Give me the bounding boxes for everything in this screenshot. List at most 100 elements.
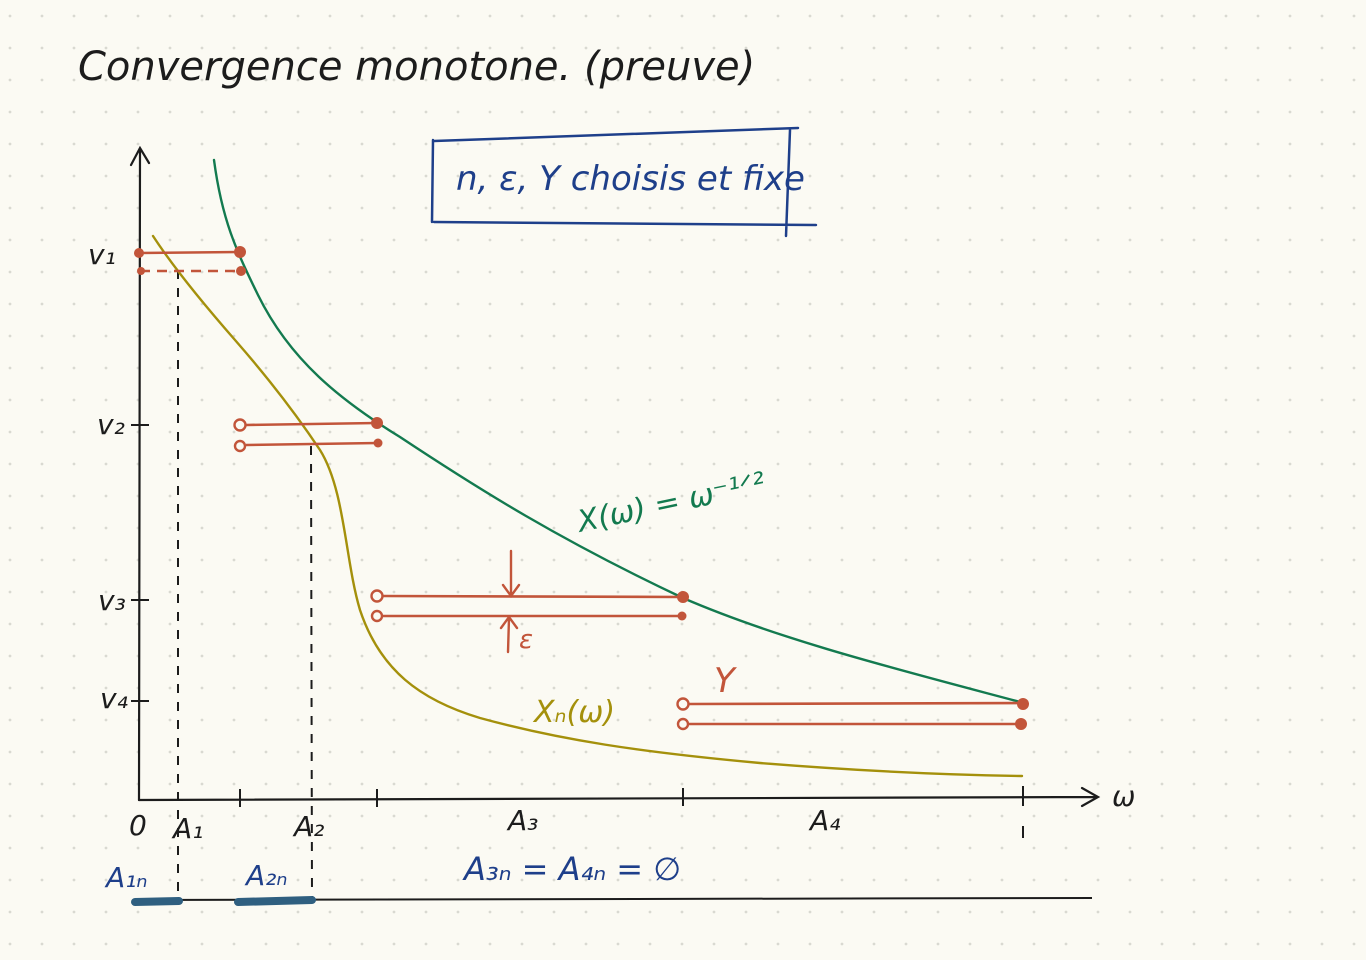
x-axis-label: ω — [1112, 780, 1135, 813]
grid-dot — [360, 14, 364, 18]
grid-dot — [40, 462, 44, 466]
y-tick-label-v1: v₁ — [88, 238, 116, 271]
grid-dot — [1128, 750, 1132, 754]
grid-dot — [136, 238, 140, 242]
grid-dot — [872, 430, 876, 434]
grid-dot — [712, 206, 716, 210]
grid-dot — [1160, 366, 1164, 370]
grid-dot — [1320, 942, 1324, 946]
grid-dot — [648, 942, 652, 946]
grid-dot — [40, 430, 44, 434]
grid-dot — [808, 942, 812, 946]
grid-dot — [72, 718, 76, 722]
grid-dot — [1288, 910, 1292, 914]
grid-dot — [936, 622, 940, 626]
grid-dot — [1064, 78, 1068, 82]
grid-dot — [1096, 718, 1100, 722]
grid-dot — [104, 718, 108, 722]
grid-dot — [328, 526, 332, 530]
grid-dot — [1320, 430, 1324, 434]
grid-dot — [552, 174, 556, 178]
grid-dot — [424, 238, 428, 242]
grid-dot — [392, 878, 396, 882]
grid-dot — [584, 366, 588, 370]
grid-dot — [808, 14, 812, 18]
grid-dot — [616, 782, 620, 786]
grid-dot — [1320, 718, 1324, 722]
grid-dot — [648, 654, 652, 658]
grid-dot — [520, 494, 524, 498]
grid-dot — [328, 14, 332, 18]
grid-dot — [200, 206, 204, 210]
grid-dot — [1160, 846, 1164, 850]
grid-dot — [232, 782, 236, 786]
grid-dot — [648, 302, 652, 306]
grid-dot — [872, 206, 876, 210]
grid-dot — [520, 46, 524, 50]
grid-dot — [936, 686, 940, 690]
grid-dot — [264, 846, 268, 850]
grid-dot — [904, 846, 908, 850]
grid-dot — [1000, 334, 1004, 338]
grid-dot — [8, 174, 12, 178]
grid-dot — [936, 878, 940, 882]
grid-dot — [1288, 430, 1292, 434]
grid-dot — [456, 238, 460, 242]
grid-dot — [1320, 910, 1324, 914]
grid-dot — [1288, 238, 1292, 242]
grid-dot — [168, 526, 172, 530]
grid-dot — [392, 14, 396, 18]
grid-dot — [712, 366, 716, 370]
grid-dot — [1320, 174, 1324, 178]
grid-dot — [1224, 782, 1228, 786]
grid-dot — [584, 526, 588, 530]
grid-dot — [360, 78, 364, 82]
grid-dot — [1128, 270, 1132, 274]
grid-dot — [744, 78, 748, 82]
grid-dot — [1352, 238, 1356, 242]
grid-dot — [264, 110, 268, 114]
grid-dot — [8, 206, 12, 210]
grid-dot — [840, 910, 844, 914]
grid-dot — [968, 174, 972, 178]
grid-dot — [1160, 654, 1164, 658]
grid-dot — [648, 782, 652, 786]
grid-dot — [232, 942, 236, 946]
grid-dot — [328, 302, 332, 306]
grid-dot — [584, 718, 588, 722]
grid-dot — [200, 878, 204, 882]
grid-dot — [776, 206, 780, 210]
grid-dot — [1320, 78, 1324, 82]
grid-dot — [1192, 430, 1196, 434]
grid-dot — [1096, 814, 1100, 818]
grid-dot — [1000, 78, 1004, 82]
grid-dot — [1256, 846, 1260, 850]
grid-dot — [392, 526, 396, 530]
y-axis — [129, 145, 151, 802]
grid-dot — [1064, 302, 1068, 306]
grid-dot — [1224, 398, 1228, 402]
grid-dot — [296, 14, 300, 18]
grid-dot — [936, 270, 940, 274]
grid-dot — [744, 14, 748, 18]
grid-dot — [616, 110, 620, 114]
grid-dot — [1160, 814, 1164, 818]
grid-dot — [488, 238, 492, 242]
grid-dot — [200, 782, 204, 786]
grid-dot — [1224, 494, 1228, 498]
grid-dot — [8, 110, 12, 114]
grid-dot — [392, 206, 396, 210]
grid-dot — [1192, 878, 1196, 882]
grid-dot — [1352, 110, 1356, 114]
grid-dot — [904, 174, 908, 178]
grid-dot — [72, 206, 76, 210]
grid-dot — [8, 622, 12, 626]
grid-dot — [168, 654, 172, 658]
grid-dot — [648, 174, 652, 178]
grid-dot — [1000, 270, 1004, 274]
grid-dot — [552, 14, 556, 18]
grid-dot — [552, 366, 556, 370]
grid-dot — [1128, 910, 1132, 914]
grid-dot — [232, 654, 236, 658]
grid-dot — [360, 654, 364, 658]
